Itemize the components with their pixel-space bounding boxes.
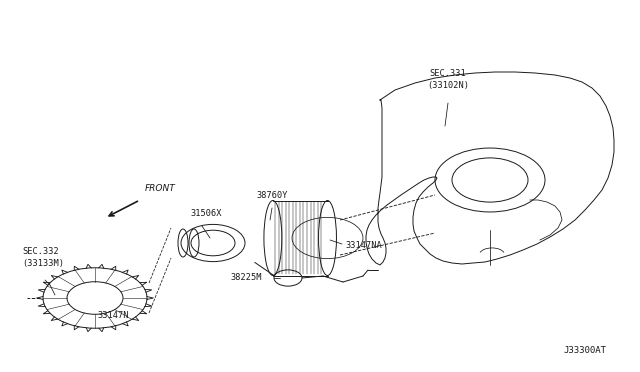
Text: (33102N): (33102N) (427, 81, 469, 90)
Text: SEC.331: SEC.331 (429, 69, 467, 78)
Text: 38760Y: 38760Y (256, 191, 287, 200)
Text: (33133M): (33133M) (22, 259, 64, 268)
Text: 38225M: 38225M (230, 273, 262, 282)
Text: FRONT: FRONT (145, 184, 176, 193)
Text: SEC.332: SEC.332 (22, 247, 59, 256)
Text: 33147NA: 33147NA (345, 241, 381, 250)
Text: J33300AT: J33300AT (563, 346, 607, 355)
Text: 31506X: 31506X (190, 209, 221, 218)
Text: 33147N: 33147N (97, 311, 129, 320)
